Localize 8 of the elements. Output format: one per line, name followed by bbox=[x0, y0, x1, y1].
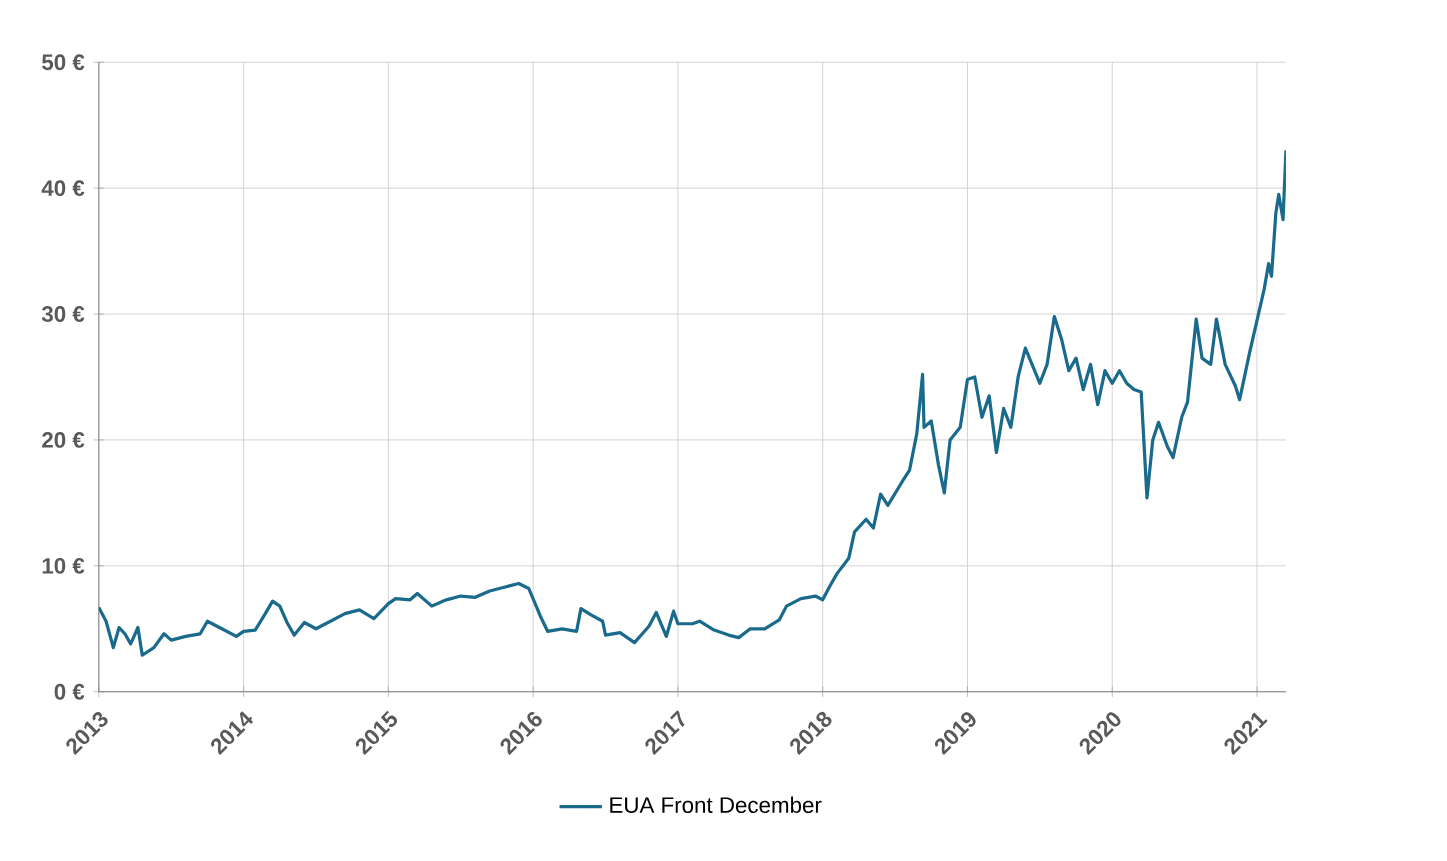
y-tick-label: 20 € bbox=[42, 431, 85, 448]
y-tick-label: 50 € bbox=[42, 54, 85, 71]
y-tick-label: 40 € bbox=[41, 180, 85, 196]
y-tick-label: 30 € bbox=[41, 306, 85, 322]
legend-label: EUA Front December bbox=[610, 796, 822, 813]
line-series bbox=[98, 148, 1286, 657]
y-tick-label: 0 € bbox=[54, 683, 85, 700]
y-tick-label: 10 € bbox=[42, 557, 85, 574]
